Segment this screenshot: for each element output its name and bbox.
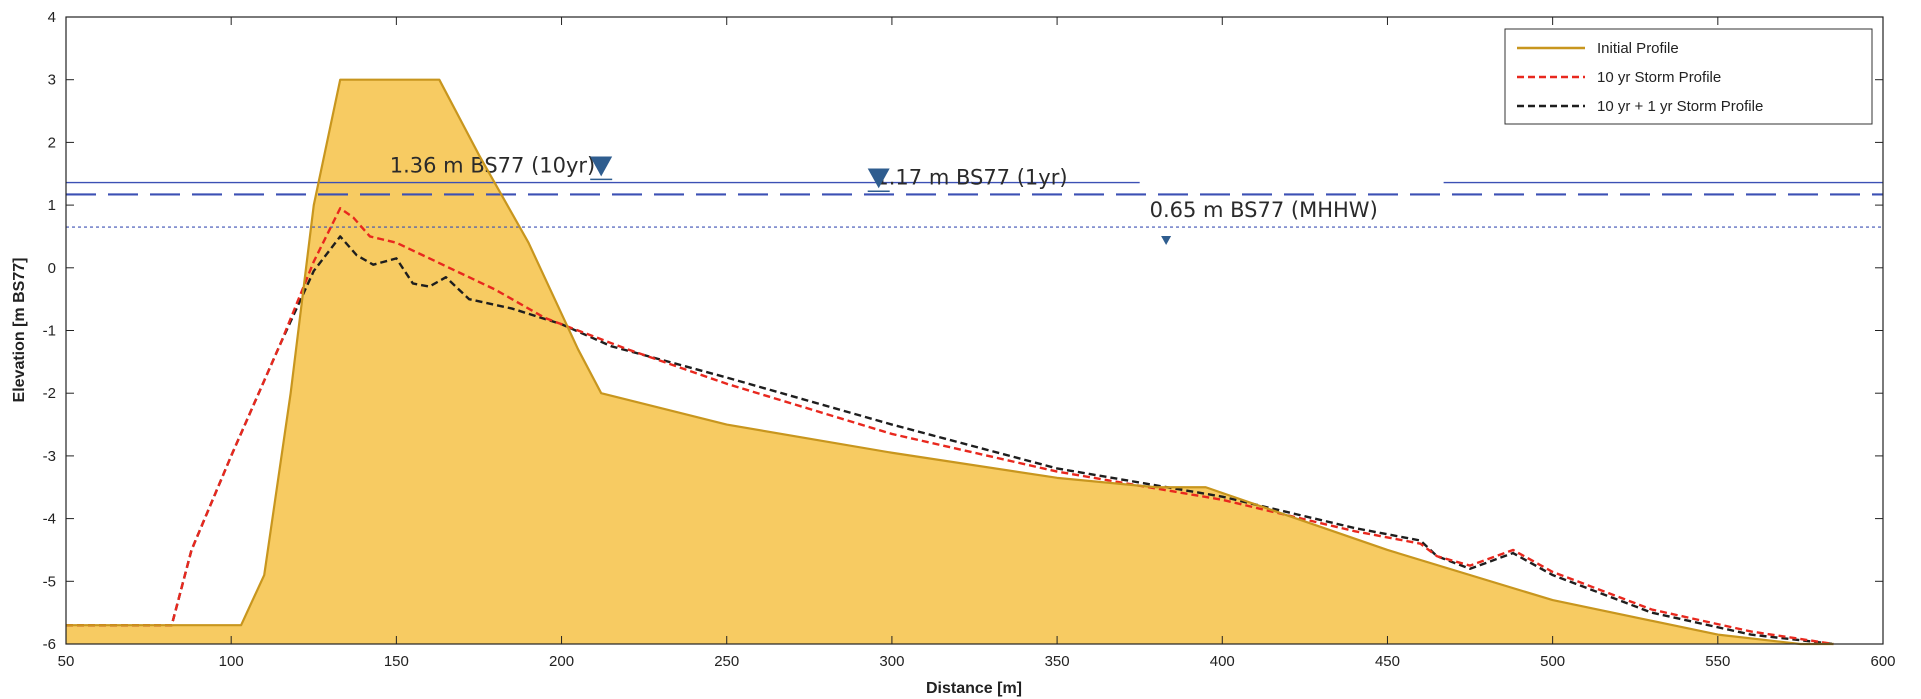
y-axis-label: Elevation [m BS77] (11, 258, 28, 403)
x-tick-label: 450 (1375, 653, 1400, 670)
level-label-10yr: 1.36 m BS77 (10yr) (390, 154, 595, 178)
profile-series (66, 78, 1834, 646)
legend-label: 10 yr + 1 yr Storm Profile (1597, 98, 1763, 115)
legend-label: 10 yr Storm Profile (1597, 69, 1721, 86)
y-tick-label: -2 (43, 385, 56, 402)
level-marker-1yr-icon (867, 168, 890, 189)
initial-profile-fill (66, 79, 1834, 644)
axis-ticks: 50 100 150 200 250 300 350 400 450 500 550 600 -6 -5 -… (43, 9, 1896, 670)
x-tick-label: 400 (1210, 653, 1235, 670)
y-tick-label: 1 (48, 197, 56, 214)
water-levels: 1.36 m BS77 (10yr) 1.17 m BS77 (1yr) 0.65 … (66, 154, 1883, 246)
x-tick-label: 250 (714, 653, 739, 670)
y-tick-label: -1 (43, 323, 56, 340)
level-label-mhhw: 0.65 m BS77 (MHHW) (1150, 198, 1378, 222)
x-axis-label: Distance [m] (926, 680, 1022, 697)
level-marker-10yr-icon (590, 156, 613, 177)
legend: Initial Profile 10 yr Storm Profile 10 yr … (1504, 28, 1873, 125)
x-tick-label: 300 (879, 653, 904, 670)
y-tick-label: -6 (43, 636, 56, 653)
x-tick-label: 200 (549, 653, 574, 670)
x-tick-label: 100 (219, 653, 244, 670)
y-tick-label: 2 (48, 134, 56, 151)
initial-profile-area (66, 79, 1834, 644)
x-tick-label: 550 (1705, 653, 1730, 670)
storm-10yr-1yr-line (66, 235, 1834, 646)
y-tick-label: 3 (48, 72, 56, 89)
y-tick-label: -3 (43, 448, 56, 465)
level-label-1yr: 1.17 m BS77 (1yr) (875, 165, 1067, 189)
x-tick-label: 150 (384, 653, 409, 670)
x-tick-label: 600 (1870, 653, 1895, 670)
level-marker-mhhw-icon (1161, 236, 1172, 246)
y-tick-label: -5 (43, 573, 56, 590)
x-tick-label: 500 (1540, 653, 1565, 670)
y-tick-label: 0 (48, 260, 56, 277)
legend-label: Initial Profile (1597, 40, 1679, 57)
y-tick-label: 4 (48, 9, 56, 26)
initial-profile-line (66, 78, 1834, 646)
x-tick-label: 50 (58, 653, 75, 670)
storm-10yr-line (66, 207, 1834, 646)
x-tick-label: 350 (1045, 653, 1070, 670)
y-tick-label: -4 (43, 511, 56, 528)
